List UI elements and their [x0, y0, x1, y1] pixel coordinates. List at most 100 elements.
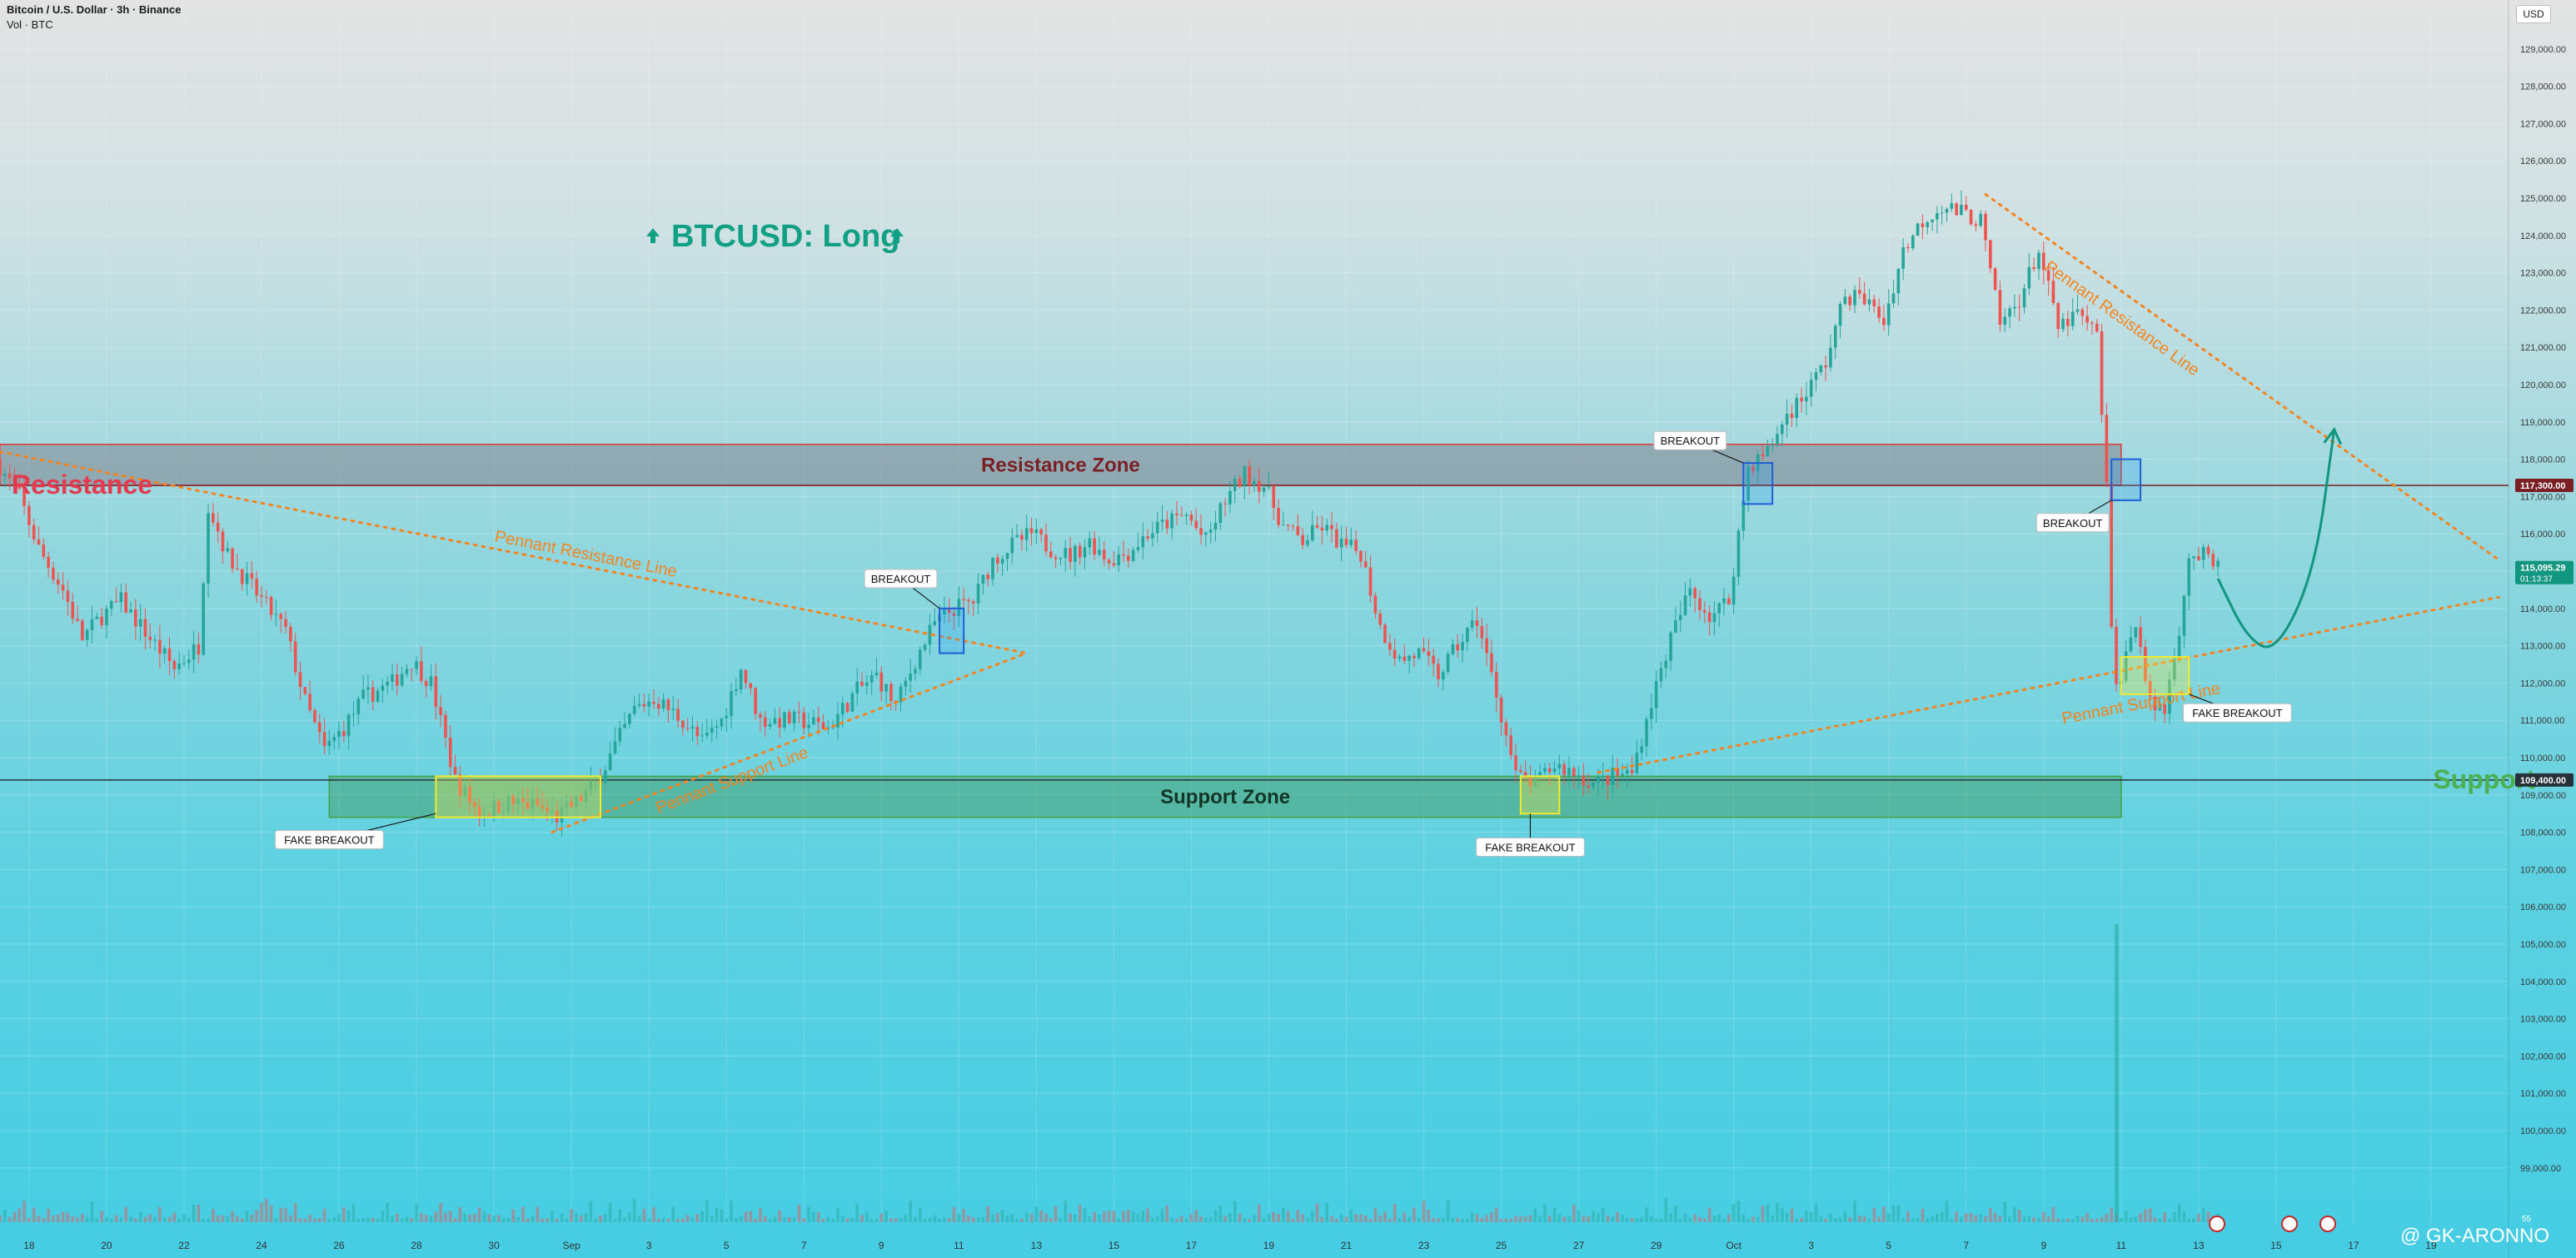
volume-bar [1790, 1208, 1794, 1222]
candle-body [1335, 529, 1338, 548]
volume-bar [1277, 1213, 1280, 1222]
candle-body [279, 614, 283, 619]
candle-body [1645, 719, 1648, 747]
volume-bar [1427, 1209, 1431, 1222]
volume-bar [996, 1213, 999, 1222]
candle-body [1523, 772, 1527, 778]
candle-body [836, 714, 840, 728]
candle-body [332, 737, 336, 741]
volume-bar [361, 1218, 365, 1222]
candle-body [1155, 521, 1159, 534]
candle-body [551, 810, 554, 812]
candle-body [1325, 525, 1329, 531]
volume-bar [1853, 1201, 1856, 1222]
candle-body [986, 574, 989, 579]
candle-body [792, 711, 796, 724]
volume-bar [792, 1216, 796, 1222]
volume-bar [511, 1209, 516, 1222]
volume-bar [317, 1217, 321, 1222]
volume-bar [1398, 1217, 1402, 1222]
breakout-box [2110, 458, 2142, 501]
volume-bar [1630, 1218, 1634, 1222]
volume-bar [231, 1211, 234, 1222]
volume-bar [604, 1213, 607, 1222]
volume-bar [162, 1217, 167, 1222]
price-badge-value: 115,095.29 [2520, 564, 2565, 574]
volume-bar [2046, 1216, 2050, 1222]
fake-breakout-box [435, 775, 602, 818]
volume-bar [434, 1211, 438, 1222]
candle-body [1069, 548, 1072, 563]
x-tick-label: 5 [724, 1240, 730, 1251]
volume-bar [1243, 1218, 1247, 1222]
candle-body [943, 609, 946, 615]
candle-body [1867, 299, 1871, 305]
candle-body [1184, 515, 1188, 516]
volume-bar [783, 1217, 786, 1222]
volume-bar [2201, 1208, 2205, 1222]
volume-bar [439, 1202, 442, 1222]
candle-body [177, 663, 181, 669]
candle-body [647, 701, 650, 707]
volume-bar [1582, 1216, 1586, 1222]
currency-button[interactable]: USD [2516, 5, 2551, 23]
volume-bar [1310, 1211, 1314, 1222]
volume-bar [487, 1214, 491, 1222]
volume-bar [1272, 1211, 1276, 1222]
candle-body [1989, 240, 1992, 269]
candle-body [1310, 525, 1314, 541]
candle-body [652, 701, 655, 704]
volume-bar [501, 1217, 506, 1222]
candle-body [526, 802, 530, 809]
candle-body [1906, 247, 1910, 249]
volume-bar [386, 1202, 389, 1222]
volume-bar [1378, 1215, 1382, 1222]
volume-bar [1848, 1217, 1852, 1222]
volume-bar [821, 1218, 825, 1222]
volume-bar [1523, 1216, 1527, 1222]
volume-bar [444, 1212, 447, 1222]
volume-bar [1393, 1203, 1397, 1222]
candle-body [1891, 293, 1896, 304]
volume-bar [802, 1217, 806, 1222]
volume-bar [1253, 1215, 1256, 1222]
volume-bar [700, 1211, 704, 1222]
volume-bar [342, 1207, 346, 1222]
volume-bar [1024, 1212, 1029, 1222]
candle-body [1049, 551, 1053, 558]
volume-bar [1867, 1218, 1871, 1222]
fake-breakout-box [2120, 656, 2190, 695]
candle-body [618, 728, 622, 742]
volume-bar [1155, 1216, 1159, 1222]
volume-bar [918, 1207, 922, 1222]
volume-bar [725, 1218, 729, 1222]
volume-bar [1776, 1203, 1779, 1222]
volume-bar [531, 1216, 535, 1222]
chart-title: Bitcoin / U.S. Dollar · 3h · Binance [7, 3, 182, 16]
volume-bar [845, 1218, 850, 1222]
volume-bar [32, 1207, 36, 1222]
candle-body [2022, 288, 2026, 308]
candle-body [1557, 763, 1562, 769]
candle-body [448, 738, 452, 768]
candle-body [182, 663, 186, 664]
volume-bar [187, 1217, 191, 1222]
candle-body [2139, 627, 2142, 648]
candle-body [2153, 696, 2157, 711]
candle-body [250, 573, 254, 579]
candle-body [1368, 567, 1373, 596]
volume-bar [1093, 1211, 1096, 1222]
volume-bar [1179, 1216, 1183, 1222]
candle-body [231, 548, 234, 569]
volume-bar [666, 1218, 670, 1222]
volume-bar [536, 1206, 540, 1222]
candle-body [1363, 561, 1368, 568]
callout-box [2035, 513, 2110, 533]
candle-body [1509, 735, 1512, 756]
candle-body [1373, 595, 1378, 614]
candle-body [1731, 576, 1736, 604]
volume-bar [182, 1214, 186, 1222]
candle-body [1955, 203, 1958, 216]
y-tick-label: 117,000.00 [2520, 492, 2565, 502]
